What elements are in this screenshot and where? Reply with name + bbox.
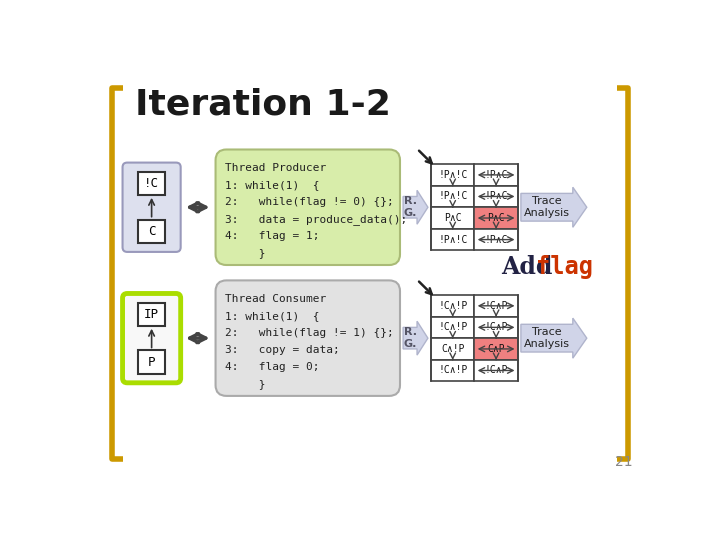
Text: Iteration 1-2: Iteration 1-2 [135,88,391,122]
Bar [431,316,474,338]
Text: C∧P: C∧P [487,344,505,354]
Bar [474,164,518,186]
Text: IP: IP [144,308,159,321]
Text: 3:   copy = data;: 3: copy = data; [225,345,340,355]
Text: flag: flag [536,255,593,279]
Text: 1: while(1)  {: 1: while(1) { [225,180,320,190]
Text: 1: while(1)  {: 1: while(1) { [225,311,320,321]
Bar [138,220,165,242]
Text: !P∧C: !P∧C [485,170,508,180]
Text: !C∧!P: !C∧!P [438,322,467,332]
FancyBboxPatch shape [215,280,400,396]
Bar [431,295,474,316]
Bar [474,316,518,338]
Text: Add: Add [500,255,560,279]
Polygon shape [403,190,428,224]
Bar [474,229,518,251]
Bar [138,350,165,374]
Text: !C∧!P: !C∧!P [438,301,467,311]
Text: !C∧P: !C∧P [485,301,508,311]
Polygon shape [521,318,587,358]
Text: !C∧P: !C∧P [485,366,508,375]
Bar [138,303,165,326]
Bar [474,207,518,229]
FancyBboxPatch shape [215,150,400,265]
Bar [431,207,474,229]
Text: !P∧!C: !P∧!C [438,170,467,180]
Text: !C: !C [144,177,159,190]
Text: }: } [225,379,266,389]
Bar [431,360,474,381]
Text: C∧!P: C∧!P [441,344,464,354]
Bar [474,186,518,207]
Bar [431,338,474,360]
Polygon shape [521,187,587,227]
Polygon shape [403,321,428,355]
Text: Thread Producer: Thread Producer [225,164,326,173]
Text: 2:   while(flag != 1) {};: 2: while(flag != 1) {}; [225,328,394,338]
Text: P∧C: P∧C [444,213,462,223]
Text: P: P [148,355,156,368]
Text: Trace
Analysis: Trace Analysis [524,327,570,349]
Text: !P∧C: !P∧C [485,192,508,201]
Text: !P∧!C: !P∧!C [438,234,467,245]
Bar [138,172,165,195]
Text: C: C [148,225,156,238]
Text: }: } [225,248,266,258]
Text: P∧C: P∧C [487,213,505,223]
Text: !C∧P: !C∧P [485,322,508,332]
Bar [474,295,518,316]
Bar [431,186,474,207]
Text: 4:   flag = 0;: 4: flag = 0; [225,362,320,372]
Bar [474,338,518,360]
Bar [474,360,518,381]
FancyBboxPatch shape [122,163,181,252]
Text: 21: 21 [615,455,632,469]
Text: Thread Consumer: Thread Consumer [225,294,326,304]
Text: !C∧!P: !C∧!P [438,366,467,375]
FancyBboxPatch shape [122,294,181,383]
Text: R.
G.: R. G. [403,197,417,218]
Text: 4:   flag = 1;: 4: flag = 1; [225,231,320,241]
Bar [431,164,474,186]
Text: 2:   while(flag != 0) {};: 2: while(flag != 0) {}; [225,197,394,207]
Text: !P∧!C: !P∧!C [438,192,467,201]
Bar [431,229,474,251]
Text: !P∧C: !P∧C [485,234,508,245]
Text: 3:   data = produce_data();: 3: data = produce_data(); [225,214,407,225]
Text: R.
G.: R. G. [403,327,417,349]
Text: Trace
Analysis: Trace Analysis [524,197,570,218]
